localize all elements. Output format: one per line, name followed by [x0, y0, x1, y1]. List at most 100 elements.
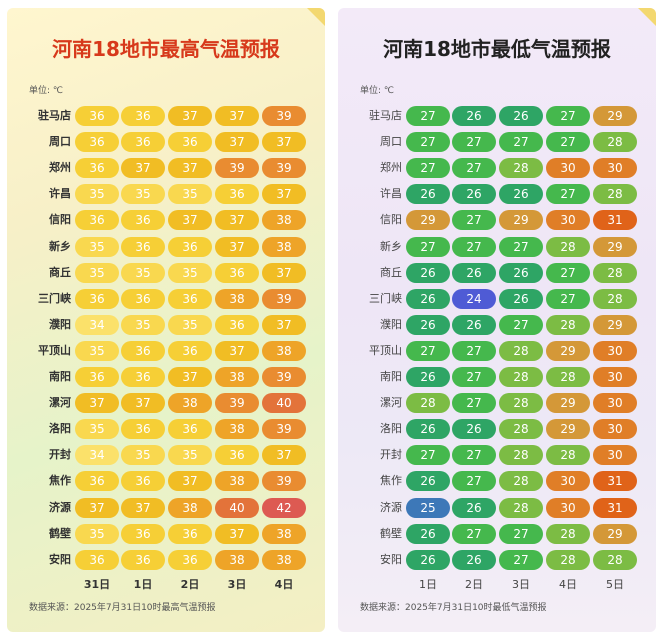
temp-cell: 27: [406, 237, 450, 257]
temp-cell: 26: [406, 471, 450, 491]
temp-cell: 36: [121, 419, 165, 439]
day-label: 1日: [419, 578, 437, 591]
temp-cell: 37: [262, 445, 306, 465]
temp-cell: 37: [168, 106, 212, 126]
temp-cell: 37: [215, 106, 259, 126]
temp-cell: 27: [499, 550, 543, 570]
temp-cell: 36: [215, 184, 259, 204]
temp-cell: 35: [168, 445, 212, 465]
city-label: 安阳: [380, 553, 402, 566]
temp-cell: 26: [406, 184, 450, 204]
temp-cell: 36: [215, 263, 259, 283]
temp-cell: 28: [499, 367, 543, 387]
temp-cell: 36: [168, 237, 212, 257]
temp-cell: 26: [452, 498, 496, 518]
temp-cell: 30: [546, 158, 590, 178]
temp-cell: 27: [546, 106, 590, 126]
temp-cell: 28: [593, 550, 637, 570]
temp-cell: 36: [75, 132, 119, 152]
temp-cell: 30: [593, 393, 637, 413]
temp-cell: 27: [406, 106, 450, 126]
temp-cell: 30: [593, 341, 637, 361]
city-label: 三门峡: [38, 292, 71, 305]
temp-cell: 36: [75, 471, 119, 491]
day-label: 4日: [559, 578, 577, 591]
temp-cell: 26: [499, 184, 543, 204]
city-label: 濮阳: [380, 318, 402, 331]
temp-cell: 28: [546, 237, 590, 257]
temp-cell: 36: [75, 158, 119, 178]
temp-cell: 38: [168, 393, 212, 413]
temp-cell: 36: [168, 550, 212, 570]
temp-cell: 30: [593, 158, 637, 178]
temp-cell: 37: [168, 471, 212, 491]
city-label: 洛阳: [380, 422, 402, 435]
city-label: 周口: [380, 135, 402, 148]
temp-cell: 37: [262, 263, 306, 283]
temp-cell: 29: [593, 315, 637, 335]
temp-cell: 39: [262, 471, 306, 491]
temp-cell: 36: [121, 550, 165, 570]
temp-cell: 27: [452, 524, 496, 544]
temp-cell: 26: [499, 263, 543, 283]
temp-cell: 31: [593, 471, 637, 491]
day-label: 2日: [180, 578, 200, 591]
temp-cell: 26: [406, 524, 450, 544]
temp-cell: 27: [452, 132, 496, 152]
city-label: 郑州: [49, 161, 71, 174]
high-temp-panel: 河南18地市最高气温预报 单位: ℃ 驻马店 36 36 37 37 39 周口 36 36 36…: [7, 8, 325, 632]
temp-cell: 39: [262, 419, 306, 439]
high-temp-title: 河南18地市最高气温预报: [52, 37, 280, 61]
city-label: 许昌: [380, 187, 402, 200]
temp-cell: 27: [406, 445, 450, 465]
city-label: 新乡: [49, 240, 71, 253]
temp-cell: 27: [452, 471, 496, 491]
city-label: 信阳: [380, 213, 402, 226]
city-label: 鹤壁: [49, 527, 71, 540]
city-label: 商丘: [380, 266, 402, 279]
temp-cell: 26: [452, 263, 496, 283]
day-label: 1日: [133, 578, 153, 591]
low-temp-panel: 河南18地市最低气温预报 单位: ℃ 驻马店 27 26 26 27 29 周口 27 27 27…: [338, 8, 656, 632]
city-label: 开封: [380, 448, 402, 461]
city-label: 三门峡: [369, 292, 402, 305]
temp-cell: 35: [121, 315, 165, 335]
temp-cell: 35: [168, 263, 212, 283]
temp-cell: 37: [215, 524, 259, 544]
temp-cell: 35: [75, 263, 119, 283]
low-temp-unit: 单位: ℃: [360, 86, 395, 96]
temp-cell: 39: [215, 158, 259, 178]
temp-cell: 36: [75, 367, 119, 387]
temp-cell: 27: [452, 367, 496, 387]
day-label: 3日: [512, 578, 530, 591]
city-label: 焦作: [49, 474, 71, 487]
temp-cell: 39: [262, 158, 306, 178]
temp-cell: 37: [168, 367, 212, 387]
temp-cell: 26: [406, 550, 450, 570]
temp-cell: 39: [262, 367, 306, 387]
temp-cell: 27: [499, 315, 543, 335]
temp-cell: 28: [593, 263, 637, 283]
temp-cell: 36: [215, 445, 259, 465]
temp-cell: 39: [262, 289, 306, 309]
day-label: 2日: [465, 578, 483, 591]
temp-cell: 36: [168, 341, 212, 361]
temp-cell: 28: [499, 393, 543, 413]
temp-cell: 37: [215, 132, 259, 152]
temp-cell: 27: [546, 184, 590, 204]
temp-cell: 35: [121, 263, 165, 283]
city-label: 平顶山: [38, 344, 71, 357]
city-label: 洛阳: [49, 422, 71, 435]
temp-cell: 36: [75, 106, 119, 126]
temp-cell: 28: [546, 315, 590, 335]
temp-cell: 35: [121, 445, 165, 465]
temp-cell: 36: [168, 132, 212, 152]
temp-cell: 37: [168, 210, 212, 230]
temp-cell: 27: [452, 158, 496, 178]
temp-cell: 37: [215, 341, 259, 361]
temp-cell: 25: [406, 498, 450, 518]
city-label: 南阳: [49, 370, 71, 383]
city-label: 周口: [49, 135, 71, 148]
temp-cell: 38: [215, 550, 259, 570]
city-label: 漯河: [380, 396, 402, 409]
